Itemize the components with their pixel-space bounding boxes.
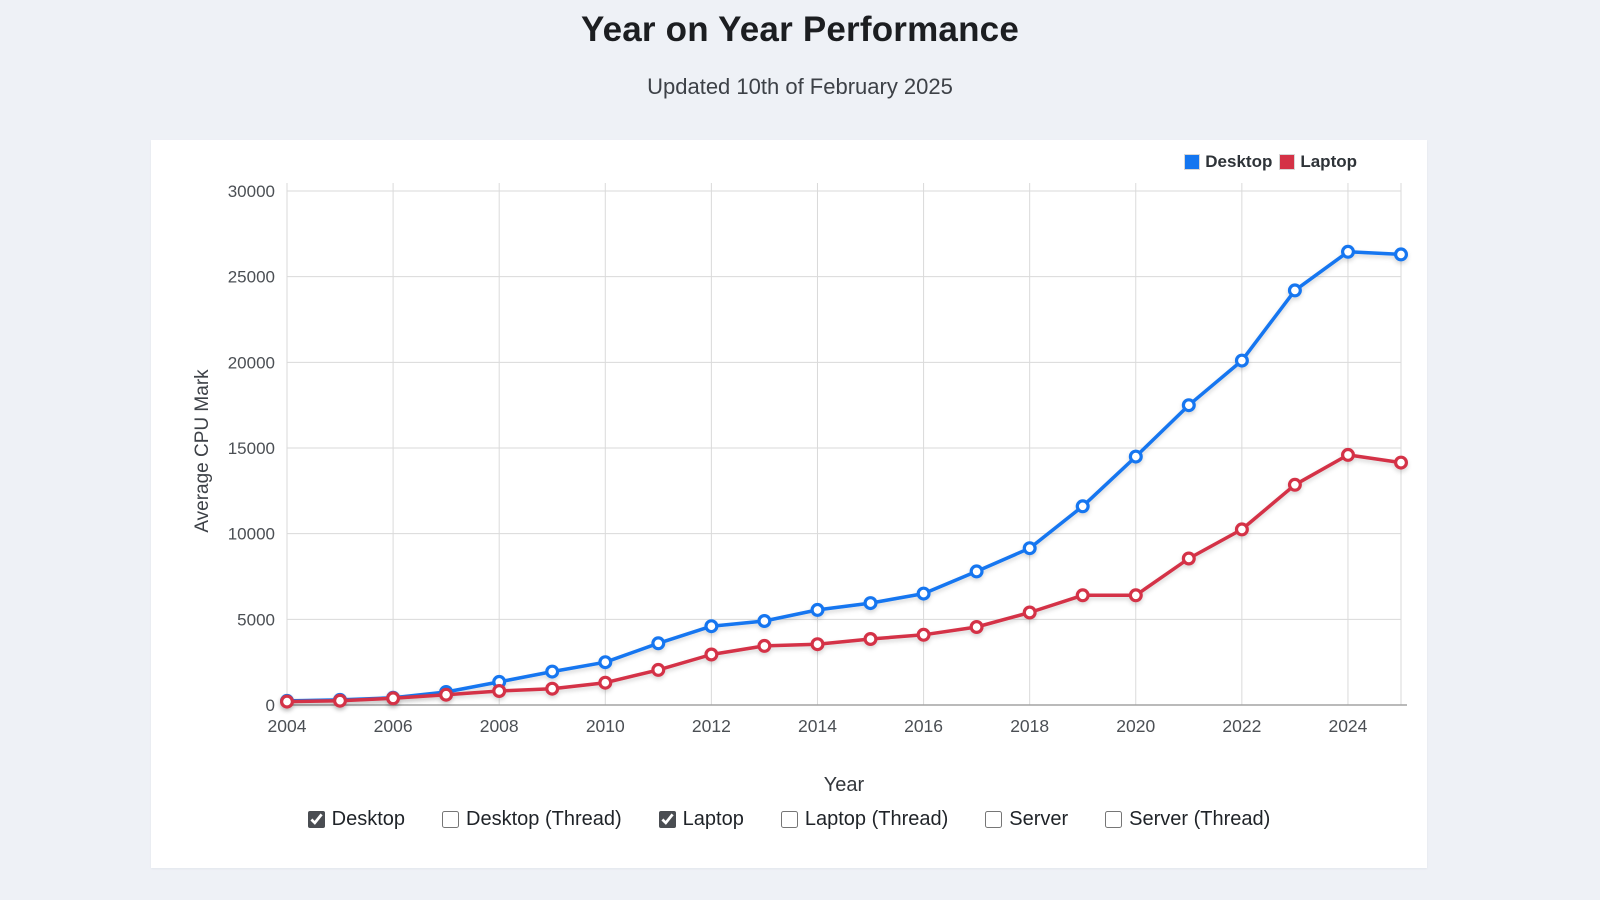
data-point[interactable] — [1181, 551, 1196, 566]
x-tick-label: 2018 — [1010, 716, 1049, 736]
data-point[interactable] — [969, 564, 984, 579]
data-point[interactable] — [1287, 477, 1302, 492]
data-point[interactable] — [1128, 449, 1143, 464]
series-laptop — [280, 447, 1408, 709]
data-point[interactable] — [1393, 455, 1408, 470]
legend-item-desktop[interactable]: Desktop — [1184, 152, 1272, 172]
data-point[interactable] — [1340, 244, 1355, 259]
chart-card: Desktop Laptop 0 5000 10000 15000 20000 25000 3… — [151, 140, 1427, 868]
checkbox-label: Laptop (Thread) — [804, 808, 949, 830]
data-point[interactable] — [1181, 398, 1196, 413]
series-checkbox-laptop-thread[interactable]: Laptop (Thread) — [780, 808, 949, 831]
y-tick-label: 25000 — [228, 268, 275, 287]
x-tick-label: 2022 — [1222, 716, 1261, 736]
x-tick-label: 2006 — [374, 716, 413, 736]
series-line — [285, 453, 1403, 704]
legend-label: Laptop — [1300, 152, 1357, 171]
data-point[interactable] — [1234, 353, 1249, 368]
series-line — [285, 250, 1403, 703]
series-checkbox-desktop[interactable]: Desktop — [307, 808, 406, 831]
checkbox-label: Desktop (Thread) — [466, 808, 622, 830]
page-title: Year on Year Performance — [580, 10, 1019, 49]
x-tick-label: 2010 — [586, 716, 625, 736]
tick-labels: 0 5000 10000 15000 20000 25000 30000 2004 2006 20… — [228, 182, 1368, 736]
data-point[interactable] — [916, 627, 931, 642]
data-point[interactable] — [1022, 605, 1037, 620]
y-tick-label: 15000 — [228, 439, 275, 458]
checkbox-input-laptop[interactable] — [658, 811, 676, 828]
data-point[interactable] — [704, 619, 719, 634]
checkbox-input-server[interactable] — [985, 811, 1003, 828]
checkbox-label: Desktop — [331, 808, 406, 830]
data-point[interactable] — [757, 638, 772, 653]
series-checkbox-desktop-thread[interactable]: Desktop (Thread) — [442, 808, 622, 831]
x-tick-label: 2012 — [692, 716, 731, 736]
data-point[interactable] — [386, 691, 401, 706]
series-toggle-row: Desktop Desktop (Thread) Laptop Laptop (Thr… — [151, 808, 1427, 831]
line-chart: 0 5000 10000 15000 20000 25000 30000 2004 2006 20… — [228, 182, 1408, 736]
y-tick-label: 20000 — [228, 353, 275, 372]
page-header: Year on Year Performance Updated 10th of… — [0, 0, 1600, 100]
y-tick-label: 0 — [266, 696, 275, 715]
data-point[interactable] — [1022, 541, 1037, 556]
x-tick-label: 2016 — [904, 716, 943, 736]
data-point[interactable] — [1128, 588, 1143, 603]
data-point[interactable] — [439, 687, 454, 702]
data-point[interactable] — [916, 586, 931, 601]
series-checkbox-server[interactable]: Server — [985, 808, 1068, 831]
x-axis-title: Year — [823, 774, 865, 796]
checkbox-input-laptop-thread[interactable] — [780, 811, 798, 828]
data-point[interactable] — [1075, 588, 1090, 603]
checkbox-input-desktop-thread[interactable] — [442, 811, 460, 828]
chart-legend: Desktop Laptop — [1184, 152, 1357, 172]
checkbox-label: Laptop — [682, 808, 744, 830]
data-point[interactable] — [704, 647, 719, 662]
x-tick-label: 2004 — [268, 716, 307, 736]
grid-lines — [286, 183, 1407, 706]
data-point[interactable] — [810, 637, 825, 652]
data-point[interactable] — [598, 675, 613, 690]
data-point[interactable] — [863, 632, 878, 647]
data-point[interactable] — [1075, 499, 1090, 514]
data-point[interactable] — [545, 681, 560, 696]
data-point[interactable] — [1340, 447, 1355, 462]
legend-swatch-icon — [1279, 154, 1296, 170]
data-point[interactable] — [651, 636, 666, 651]
data-point[interactable] — [492, 683, 507, 698]
legend-swatch-icon — [1184, 154, 1201, 170]
data-point[interactable] — [598, 655, 613, 670]
data-point[interactable] — [1287, 283, 1302, 298]
y-axis-title: Average CPU Mark — [192, 369, 213, 533]
series-desktop — [280, 244, 1408, 708]
checkbox-input-server-thread[interactable] — [1105, 811, 1123, 828]
checkbox-input-desktop[interactable] — [307, 811, 325, 828]
page-subtitle: Updated 10th of February 2025 — [647, 74, 953, 99]
data-point[interactable] — [280, 694, 295, 709]
data-point[interactable] — [651, 662, 666, 677]
x-tick-label: 2020 — [1116, 716, 1155, 736]
x-tick-label: 2008 — [480, 716, 519, 736]
legend-item-laptop[interactable]: Laptop — [1279, 152, 1357, 172]
series-checkbox-laptop[interactable]: Laptop — [658, 808, 744, 831]
data-point[interactable] — [969, 620, 984, 635]
data-point[interactable] — [1234, 522, 1249, 537]
series-checkbox-server-thread[interactable]: Server (Thread) — [1105, 808, 1270, 831]
y-tick-label: 10000 — [228, 525, 275, 544]
checkbox-label: Server — [1009, 808, 1069, 830]
data-point[interactable] — [810, 602, 825, 617]
data-point[interactable] — [757, 614, 772, 629]
checkbox-label: Server (Thread) — [1129, 808, 1271, 830]
data-point[interactable] — [545, 664, 560, 679]
legend-label: Desktop — [1205, 152, 1273, 171]
data-point[interactable] — [1393, 247, 1408, 262]
y-tick-label: 5000 — [237, 610, 275, 629]
x-tick-label: 2024 — [1328, 716, 1367, 736]
data-point[interactable] — [863, 596, 878, 611]
y-tick-label: 30000 — [228, 182, 275, 201]
x-tick-label: 2014 — [798, 716, 837, 736]
data-point[interactable] — [333, 693, 348, 708]
